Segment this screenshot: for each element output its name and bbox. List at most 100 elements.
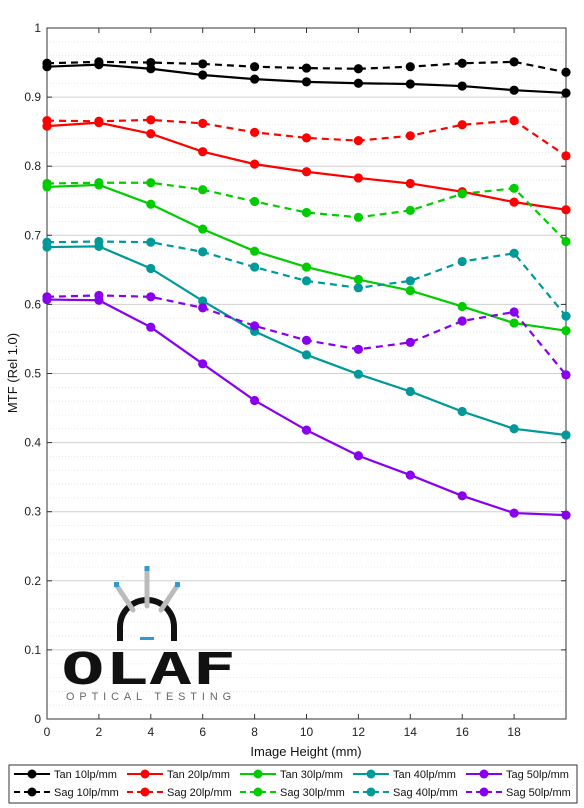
data-point <box>561 236 571 247</box>
data-point <box>353 274 363 285</box>
data-point <box>146 115 156 125</box>
data-point <box>42 58 52 68</box>
logo-ray-left <box>114 583 136 613</box>
data-point <box>301 207 312 218</box>
data-point <box>146 178 156 188</box>
series-line <box>46 181 567 243</box>
data-point <box>457 81 467 91</box>
legend-swatch-marker <box>140 769 150 779</box>
legend-item-4: Tan 30lp/mm <box>240 769 343 781</box>
x-tick-label: 18 <box>507 725 521 739</box>
legend-swatch-marker <box>479 769 489 779</box>
y-tick-label: 0.9 <box>24 90 41 104</box>
x-tick-label: 0 <box>44 725 51 739</box>
data-point <box>405 470 415 480</box>
data-point <box>561 88 571 98</box>
data-point <box>250 395 260 406</box>
x-tick-label: 16 <box>456 725 470 739</box>
legend-swatch-marker <box>27 787 37 797</box>
data-point <box>405 131 415 141</box>
data-point <box>42 292 52 302</box>
x-tick-label: 12 <box>352 725 366 739</box>
data-point <box>509 248 519 258</box>
data-point <box>198 147 208 157</box>
data-point <box>405 205 415 216</box>
data-point <box>457 491 467 501</box>
data-point <box>198 296 208 306</box>
legend-label: Sag 20lp/mm <box>167 787 232 799</box>
series-5 <box>42 178 571 247</box>
legend-swatch-marker <box>253 769 263 779</box>
data-point <box>353 64 363 74</box>
y-tick-label: 0.7 <box>24 228 41 242</box>
series-line <box>46 60 567 74</box>
logo-ray-tip-right <box>175 582 180 587</box>
legend-item-9: Sag 50lp/mm <box>466 787 571 799</box>
legend-label: Tan 30lp/mm <box>280 769 343 781</box>
data-point <box>198 118 208 128</box>
data-point <box>250 196 260 207</box>
x-tick-label: 14 <box>404 725 418 739</box>
y-tick-label: 0.8 <box>24 159 41 173</box>
data-point <box>457 189 467 199</box>
y-tick-label: 0.2 <box>24 574 41 588</box>
logo-ray-tip-center <box>144 566 150 571</box>
x-tick-label: 4 <box>147 725 154 739</box>
data-point <box>561 311 571 321</box>
data-point <box>301 425 312 435</box>
data-point <box>250 62 260 72</box>
data-point <box>301 77 312 87</box>
series-line <box>46 294 567 376</box>
data-point <box>405 178 415 189</box>
data-point <box>301 335 312 345</box>
series-7 <box>42 236 571 321</box>
data-point <box>94 116 104 126</box>
data-point <box>250 262 260 272</box>
data-point <box>146 57 156 68</box>
legend-label: Sag 30lp/mm <box>280 787 345 799</box>
data-point <box>457 58 467 68</box>
data-point <box>250 321 260 331</box>
data-point <box>198 70 208 80</box>
legend-label: Sag 10lp/mm <box>54 787 119 799</box>
data-point <box>353 283 363 293</box>
legend-label: Sag 40lp/mm <box>393 787 458 799</box>
data-point <box>301 262 312 272</box>
logo-wordmark: OLAF <box>61 644 236 695</box>
y-tick-label: 0.3 <box>24 505 41 519</box>
data-point <box>353 212 363 222</box>
y-tick-label: 0.4 <box>24 436 41 450</box>
axis-ticks: 00.10.20.30.40.50.60.70.80.910 2 4 6 8 10 12 14… <box>24 21 566 739</box>
data-point <box>146 199 156 209</box>
y-tick-label: 0.1 <box>24 643 41 657</box>
logo-sensor-bar <box>140 637 154 640</box>
data-point <box>42 237 52 247</box>
data-point <box>94 178 104 188</box>
legend: Tan 10lp/mm Sag 10lp/mm Tan 20lp/mm Sag 20l… <box>8 764 578 804</box>
series-3 <box>42 115 571 161</box>
x-tick-label: 10 <box>300 725 314 739</box>
data-point <box>509 115 519 126</box>
data-point <box>301 167 312 177</box>
legend-swatch-marker <box>140 787 150 797</box>
data-point <box>301 133 312 143</box>
data-point <box>561 430 571 440</box>
data-point <box>561 326 571 336</box>
data-point <box>146 129 156 139</box>
data-point <box>561 67 571 77</box>
data-point <box>457 301 467 312</box>
y-tick-label: 0.5 <box>24 367 41 381</box>
data-point <box>457 120 467 130</box>
legend-item-5: Sag 30lp/mm <box>240 787 345 799</box>
data-point <box>405 337 415 348</box>
data-point <box>457 256 467 267</box>
legend-swatch-marker <box>253 787 263 797</box>
data-point <box>42 115 52 126</box>
series-1 <box>42 57 571 77</box>
data-point <box>353 173 363 183</box>
logo-ray-tip-left <box>114 582 119 587</box>
legend-item-8: Tag 50lp/mm <box>466 769 569 781</box>
series-group <box>42 57 571 520</box>
data-point <box>509 197 519 207</box>
